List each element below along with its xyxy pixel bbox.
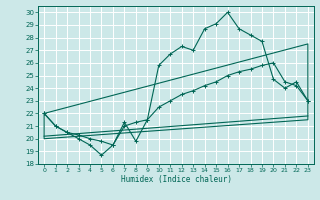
X-axis label: Humidex (Indice chaleur): Humidex (Indice chaleur) (121, 175, 231, 184)
